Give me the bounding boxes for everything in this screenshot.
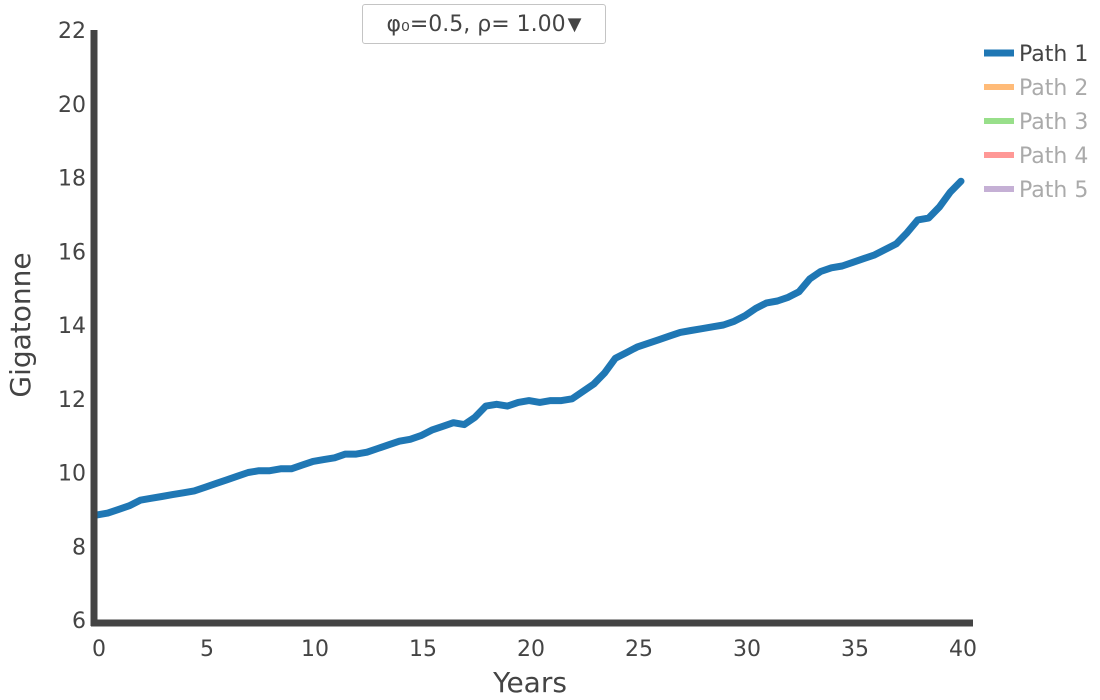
x-tick-label: 30 [733, 637, 761, 662]
x-tick-label: 0 [92, 637, 106, 662]
legend-label: Path 1 [1019, 42, 1088, 67]
legend-item-path-3[interactable]: Path 3 [984, 110, 1088, 135]
x-tick-label: 40 [949, 637, 977, 662]
x-tick-label: 25 [625, 637, 653, 662]
axes [90, 30, 973, 627]
legend-label: Path 3 [1019, 110, 1088, 135]
legend-label: Path 2 [1019, 76, 1088, 101]
x-tick-label: 5 [200, 637, 214, 662]
y-tick-labels: 6 8 10 12 14 16 18 20 22 [58, 19, 86, 634]
y-tick-label: 12 [58, 388, 86, 413]
y-tick-label: 16 [58, 240, 86, 265]
y-tick-label: 8 [72, 535, 86, 560]
legend-item-path-2[interactable]: Path 2 [984, 76, 1088, 101]
x-tick-label: 20 [517, 637, 545, 662]
x-tick-label: 15 [409, 637, 437, 662]
y-tick-label: 20 [58, 93, 86, 118]
legend-label: Path 4 [1019, 144, 1088, 169]
dropdown-label: φ₀=0.5, ρ= 1.00 [386, 11, 566, 37]
series-line-path-1 [93, 177, 965, 519]
legend-label: Path 5 [1019, 178, 1088, 203]
legend: Path 1 Path 2 Path 3 Path 4 Path 5 [984, 42, 1088, 203]
y-axis-title: Gigatonne [4, 252, 37, 397]
legend-item-path-4[interactable]: Path 4 [984, 144, 1088, 169]
y-tick-label: 10 [58, 462, 86, 487]
chevron-down-icon: ▼ [567, 13, 582, 35]
y-tick-label: 6 [72, 609, 86, 634]
x-tick-label: 10 [301, 637, 329, 662]
parameter-dropdown[interactable]: φ₀=0.5, ρ= 1.00 ▼ [362, 4, 606, 44]
legend-item-path-1[interactable]: Path 1 [984, 42, 1088, 67]
legend-item-path-5[interactable]: Path 5 [984, 178, 1088, 203]
plot-series [93, 177, 965, 519]
x-tick-labels: 0 5 10 15 20 25 30 35 40 [92, 637, 977, 662]
x-tick-label: 35 [841, 637, 869, 662]
x-axis-title: Years [492, 666, 567, 699]
y-tick-label: 22 [58, 19, 86, 44]
y-tick-label: 18 [58, 167, 86, 192]
y-tick-label: 14 [58, 314, 86, 339]
